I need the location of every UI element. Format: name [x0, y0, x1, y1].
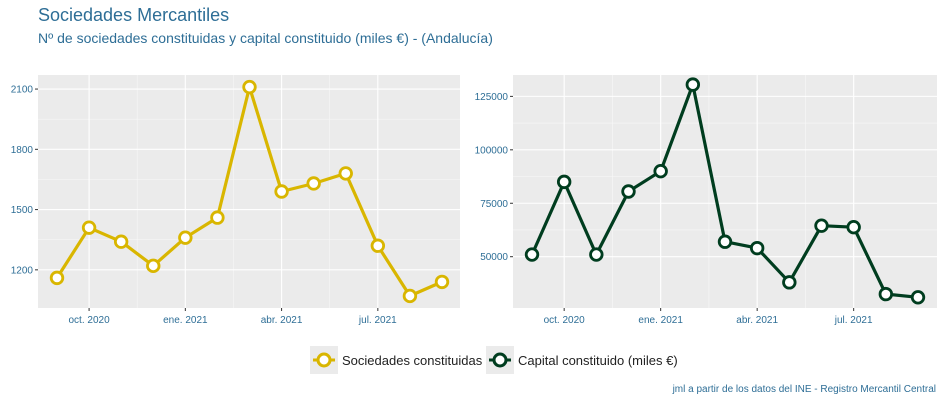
data-point	[846, 219, 861, 235]
data-point	[178, 230, 193, 245]
data-point	[589, 247, 604, 262]
y-tick-label: 1200	[11, 265, 34, 276]
data-point	[910, 290, 926, 305]
chart-subtitle: Nº de sociedades constituidas y capital …	[38, 30, 493, 46]
legend-key-sociedades-icon	[310, 346, 338, 374]
chart-title: Sociedades Mercantiles	[38, 5, 230, 25]
x-tick-label: jul. 2021	[358, 315, 397, 326]
legend-label-capital: Capital constituido (miles €)	[518, 352, 678, 368]
data-point	[814, 218, 829, 233]
data-point	[402, 288, 418, 304]
data-point	[434, 274, 450, 290]
x-tick-label: jul. 2021	[834, 315, 873, 326]
data-point	[274, 184, 289, 199]
plot-panel-background	[38, 75, 460, 308]
x-tick-label: oct. 2020	[544, 315, 586, 326]
data-point	[306, 176, 321, 191]
data-point	[81, 220, 97, 235]
data-point	[782, 275, 797, 290]
data-point	[524, 247, 540, 262]
y-tick-label: 1500	[11, 205, 34, 216]
legend-item-capital: Capital constituido (miles €)	[486, 346, 678, 374]
data-point	[113, 234, 129, 249]
data-point	[338, 166, 353, 181]
data-point	[242, 79, 257, 95]
y-tick-label: 2100	[11, 85, 34, 96]
y-tick-label: 1800	[11, 145, 34, 156]
data-point	[146, 258, 161, 274]
legend: Sociedades constituidas Capital constitu…	[0, 346, 944, 374]
x-tick-label: ene. 2021	[638, 315, 683, 326]
data-point	[685, 77, 701, 92]
y-tick-label: 125000	[475, 92, 509, 103]
data-point	[749, 240, 765, 256]
x-tick-label: abr. 2021	[261, 315, 303, 326]
data-point	[653, 163, 668, 179]
x-tick-label: abr. 2021	[736, 315, 778, 326]
data-point	[370, 238, 386, 253]
chart-panel-2: 50000 75000 100000 125000 oct. 2020 ene. 2021…	[475, 75, 937, 326]
legend-item-sociedades: Sociedades constituidas	[310, 346, 482, 374]
data-point	[49, 270, 65, 286]
x-tick-label: ene. 2021	[163, 315, 208, 326]
y-tick-label: 50000	[480, 252, 508, 263]
data-point	[878, 286, 894, 302]
data-point	[621, 184, 636, 199]
legend-label-sociedades: Sociedades constituidas	[342, 352, 483, 368]
source-caption: jml a partir de los datos del INE - Regi…	[672, 384, 936, 395]
legend-key-capital-icon	[486, 346, 514, 374]
x-tick-label: oct. 2020	[69, 315, 111, 326]
data-point	[556, 174, 572, 190]
data-point	[717, 234, 733, 249]
y-tick-label: 100000	[475, 145, 509, 156]
plot-panel-background	[513, 75, 937, 308]
chart-panel-1: 1200 1500 1800 2100 oct. 2020 ene. 2021 abr. 2…	[11, 75, 460, 326]
data-point	[210, 210, 225, 225]
y-tick-label: 75000	[480, 199, 508, 210]
